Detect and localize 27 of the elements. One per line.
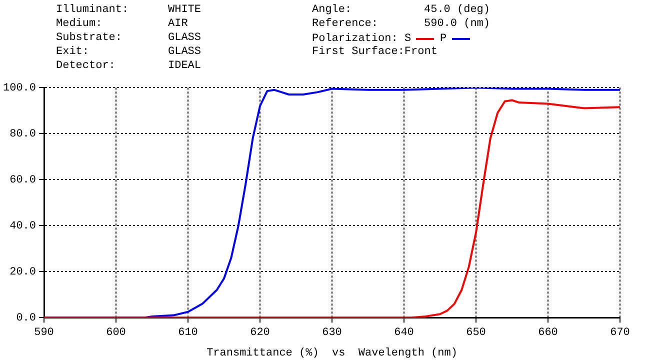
legend-title: Polarization: [312, 33, 399, 45]
x-tick-label: 610 [178, 327, 198, 340]
x-tick-label: 590 [34, 327, 54, 340]
x-tick-label: 620 [250, 327, 270, 340]
y-tick-label: 20.0 [10, 266, 36, 279]
x-tick-label: 670 [610, 327, 630, 340]
x-tick-label: 640 [394, 327, 414, 340]
y-tick-label: 40.0 [10, 220, 36, 233]
text: Angle: 45.0 (deg) [312, 4, 490, 16]
text: First Surface:Front [312, 46, 438, 60]
text: Medium: AIR [56, 18, 188, 30]
y-tick-label: 60.0 [10, 174, 36, 187]
x-tick-label: 660 [538, 327, 558, 340]
x-tick-label: 630 [322, 327, 342, 340]
text: Detector: IDEAL [56, 60, 202, 72]
text: Reference: 590.0 (nm) [312, 18, 490, 30]
text: Substrate: GLASS [56, 32, 202, 44]
x-axis-title: Transmittance (%) vs Wavelength (nm) [206, 347, 458, 360]
x-tick-label: 650 [466, 327, 486, 340]
text: Illuminant: WHITE [56, 4, 202, 16]
y-tick-label: 0.0 [16, 312, 36, 325]
y-tick-label: 80.0 [10, 128, 36, 141]
legend-label: S [404, 33, 412, 45]
legend-label: P [440, 33, 447, 45]
x-tick-label: 600 [106, 327, 126, 340]
text: Exit: GLASS [56, 46, 202, 58]
y-tick-label: 100.0 [2, 82, 36, 95]
